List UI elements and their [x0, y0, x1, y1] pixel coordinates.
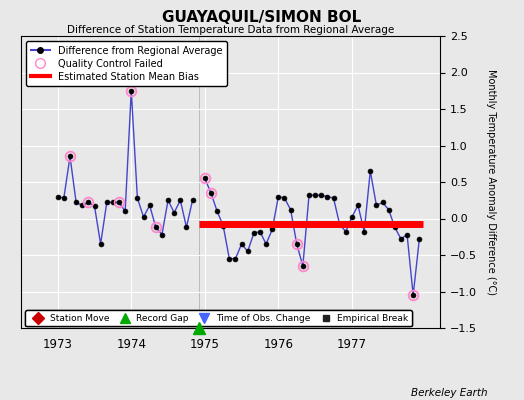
Y-axis label: Monthly Temperature Anomaly Difference (°C): Monthly Temperature Anomaly Difference (… [486, 69, 496, 295]
Title: Difference of Station Temperature Data from Regional Average: Difference of Station Temperature Data f… [67, 25, 394, 35]
Legend: Station Move, Record Gap, Time of Obs. Change, Empirical Break: Station Move, Record Gap, Time of Obs. C… [26, 310, 412, 326]
Text: GUAYAQUIL/SIMON BOL: GUAYAQUIL/SIMON BOL [162, 10, 362, 25]
Text: Berkeley Earth: Berkeley Earth [411, 388, 487, 398]
